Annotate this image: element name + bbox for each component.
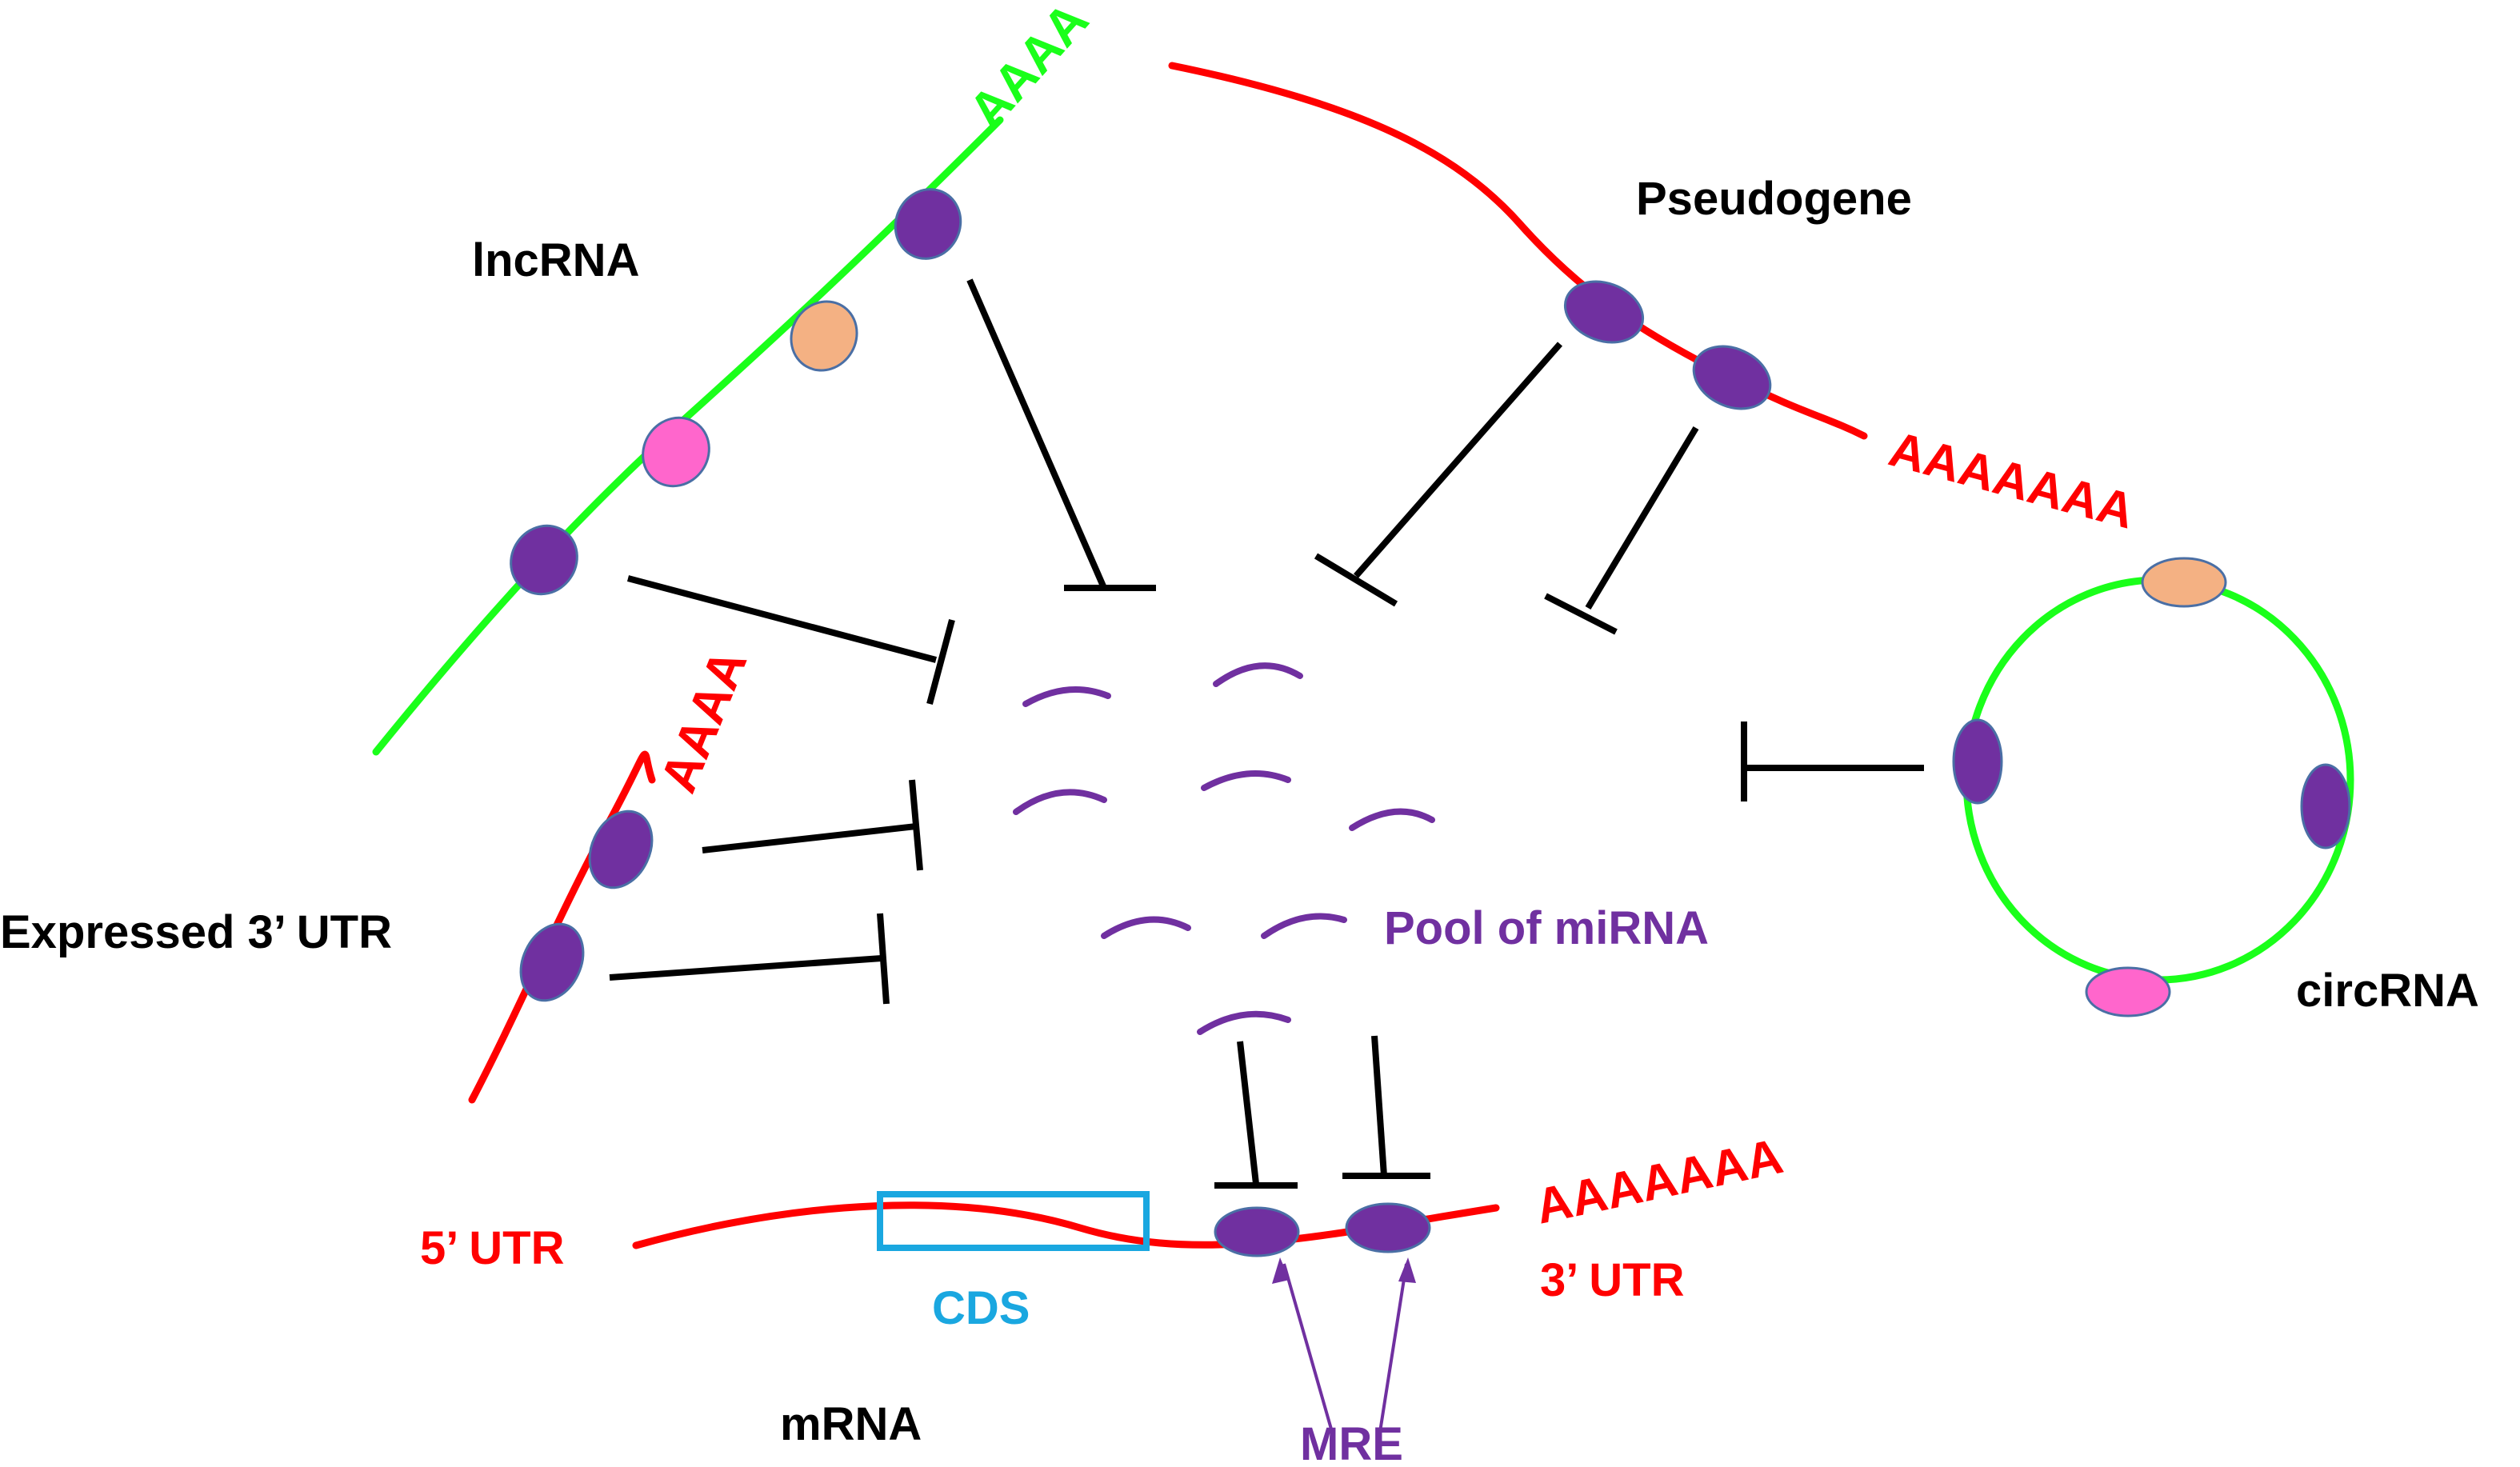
mirna-arc bbox=[1197, 1010, 1291, 1035]
circrna-label: circRNA bbox=[2296, 965, 2479, 1017]
inhibition-bar bbox=[926, 618, 955, 706]
mre-label: MRE bbox=[1300, 1418, 1403, 1467]
expressed-utr-label: Expressed 3’ UTR bbox=[0, 906, 392, 958]
expressed-utr-group: AAAA Expressed 3’ UTR bbox=[0, 642, 758, 1104]
expressed-utr-mre-site bbox=[519, 922, 585, 1002]
circrna-mre-site bbox=[2300, 763, 2351, 849]
mrna-strand bbox=[632, 1201, 1500, 1249]
mre-arrow bbox=[1282, 1263, 1334, 1433]
lncrna-polya-tail: AAAA bbox=[958, 0, 1099, 139]
mirna-arc bbox=[1201, 770, 1291, 791]
circrna-mre-site bbox=[1952, 718, 2003, 805]
mrna-mre-site bbox=[1345, 1202, 1431, 1253]
pseudogene-group: AAAAAAA Pseudogene bbox=[1168, 62, 2140, 540]
inhibition-line bbox=[1585, 426, 1699, 610]
inhibition-bar bbox=[909, 779, 923, 871]
cds-label: CDS bbox=[932, 1282, 1030, 1334]
lncrna-mre-site bbox=[894, 188, 962, 260]
mrna-polya-tail: AAAAAAA bbox=[1531, 1129, 1788, 1235]
expressed-utr-mre-site bbox=[588, 809, 654, 889]
inhibition-line bbox=[609, 955, 882, 981]
circrna-group: circRNA bbox=[1952, 557, 2479, 1017]
inhibition-line bbox=[1371, 1035, 1387, 1177]
mre-arrowhead bbox=[1272, 1257, 1290, 1284]
pseudogene-mre-site bbox=[1692, 345, 1772, 410]
mirna-arc bbox=[1013, 789, 1107, 815]
inhibition-bar bbox=[877, 913, 890, 1005]
inhibition-bar bbox=[1544, 593, 1618, 635]
utr5-label: 5’ UTR bbox=[420, 1222, 565, 1274]
lncrna-orange-site bbox=[790, 300, 858, 372]
circrna-ring bbox=[1962, 576, 2354, 984]
inhibition-line bbox=[702, 823, 917, 853]
pseudogene-label: Pseudogene bbox=[1636, 173, 1912, 225]
lncrna-strand bbox=[372, 116, 1004, 756]
mirna-arc bbox=[1022, 686, 1111, 707]
mrna-label: mRNA bbox=[780, 1398, 922, 1450]
inhibition-line bbox=[626, 575, 938, 663]
pseudogene-strand bbox=[1168, 62, 1868, 440]
inhibition-bar bbox=[1314, 553, 1398, 607]
lncrna-label: lncRNA bbox=[472, 234, 639, 286]
mirna-arc bbox=[1261, 913, 1347, 939]
inhibition-line bbox=[1353, 342, 1563, 578]
pseudogene-mre-site bbox=[1563, 280, 1645, 344]
mirna-arc bbox=[1349, 808, 1435, 831]
mre-arrow bbox=[1378, 1263, 1408, 1433]
mirna-arc bbox=[1101, 916, 1191, 939]
circrna-pink-site bbox=[2085, 966, 2171, 1017]
mre-arrowhead bbox=[1398, 1257, 1416, 1283]
inhibition-marks bbox=[609, 278, 1924, 1189]
mirna-pool-label: Pool of miRNA bbox=[1384, 902, 1709, 954]
utr3-label: 3’ UTR bbox=[1540, 1254, 1685, 1306]
mrna-mre-site bbox=[1214, 1206, 1300, 1257]
pseudogene-polya-tail: AAAAAAA bbox=[1883, 422, 2140, 540]
lncrna-group: AAAA lncRNA bbox=[372, 0, 1099, 756]
lncrna-mre-site bbox=[510, 524, 578, 596]
expressed-utr-polya-tail: AAAA bbox=[649, 642, 758, 800]
lncrna-pink-site bbox=[642, 416, 710, 488]
inhibition-line bbox=[1237, 1041, 1259, 1185]
mirna-arc bbox=[1213, 662, 1303, 687]
cds-box bbox=[877, 1191, 1150, 1251]
circrna-orange-site bbox=[2141, 557, 2227, 608]
inhibition-line bbox=[966, 278, 1107, 590]
mrna-group: AAAAAAA 5’ UTR 3’ UTR CDS mRNA MRE bbox=[420, 1129, 1787, 1467]
mirna-pool: Pool of miRNA bbox=[1013, 662, 1709, 1035]
